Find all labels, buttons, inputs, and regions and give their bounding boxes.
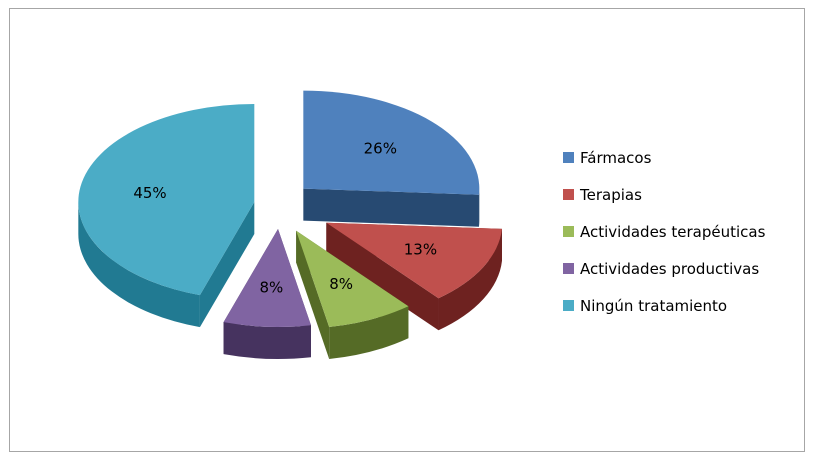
slice-1-edge bbox=[438, 228, 502, 331]
legend-swatch bbox=[563, 152, 574, 163]
slice-2-wall-1 bbox=[296, 230, 330, 360]
legend-label: Actividades productivas bbox=[580, 260, 759, 278]
slice-0-wall-1 bbox=[303, 188, 479, 227]
legend-swatch bbox=[563, 300, 574, 311]
slice-value-label: 13% bbox=[404, 240, 437, 258]
slice-2-top bbox=[296, 230, 409, 328]
slice-3-top bbox=[223, 228, 311, 327]
legend-label: Ningún tratamiento bbox=[580, 297, 727, 315]
legend-label: Fármacos bbox=[580, 149, 652, 167]
slice-1-top bbox=[326, 222, 502, 299]
legend-swatch bbox=[563, 226, 574, 237]
slice-value-label: 8% bbox=[329, 275, 353, 293]
slice-0-top bbox=[303, 90, 480, 195]
legend-swatch bbox=[563, 189, 574, 200]
legend-swatch bbox=[563, 263, 574, 274]
slice-value-label: 45% bbox=[133, 184, 166, 202]
legend: Fármacos Terapias Actividades terapéuticas… bbox=[563, 149, 766, 315]
pie-value-labels: 26% 13% 8% 8% 45% bbox=[133, 139, 437, 296]
slice-3-edge bbox=[223, 322, 311, 359]
legend-label: Terapias bbox=[579, 186, 642, 204]
slice-4-top bbox=[78, 103, 255, 296]
slice-value-label: 8% bbox=[259, 279, 283, 297]
slice-2-edge bbox=[329, 306, 409, 360]
pie-slice-tops bbox=[78, 90, 502, 328]
slice-value-label: 26% bbox=[364, 139, 397, 157]
slice-4-edge bbox=[78, 201, 200, 328]
legend-label: Actividades terapéuticas bbox=[580, 223, 766, 241]
slice-4-wall-0 bbox=[199, 201, 255, 328]
slice-1-wall-1 bbox=[326, 222, 439, 331]
